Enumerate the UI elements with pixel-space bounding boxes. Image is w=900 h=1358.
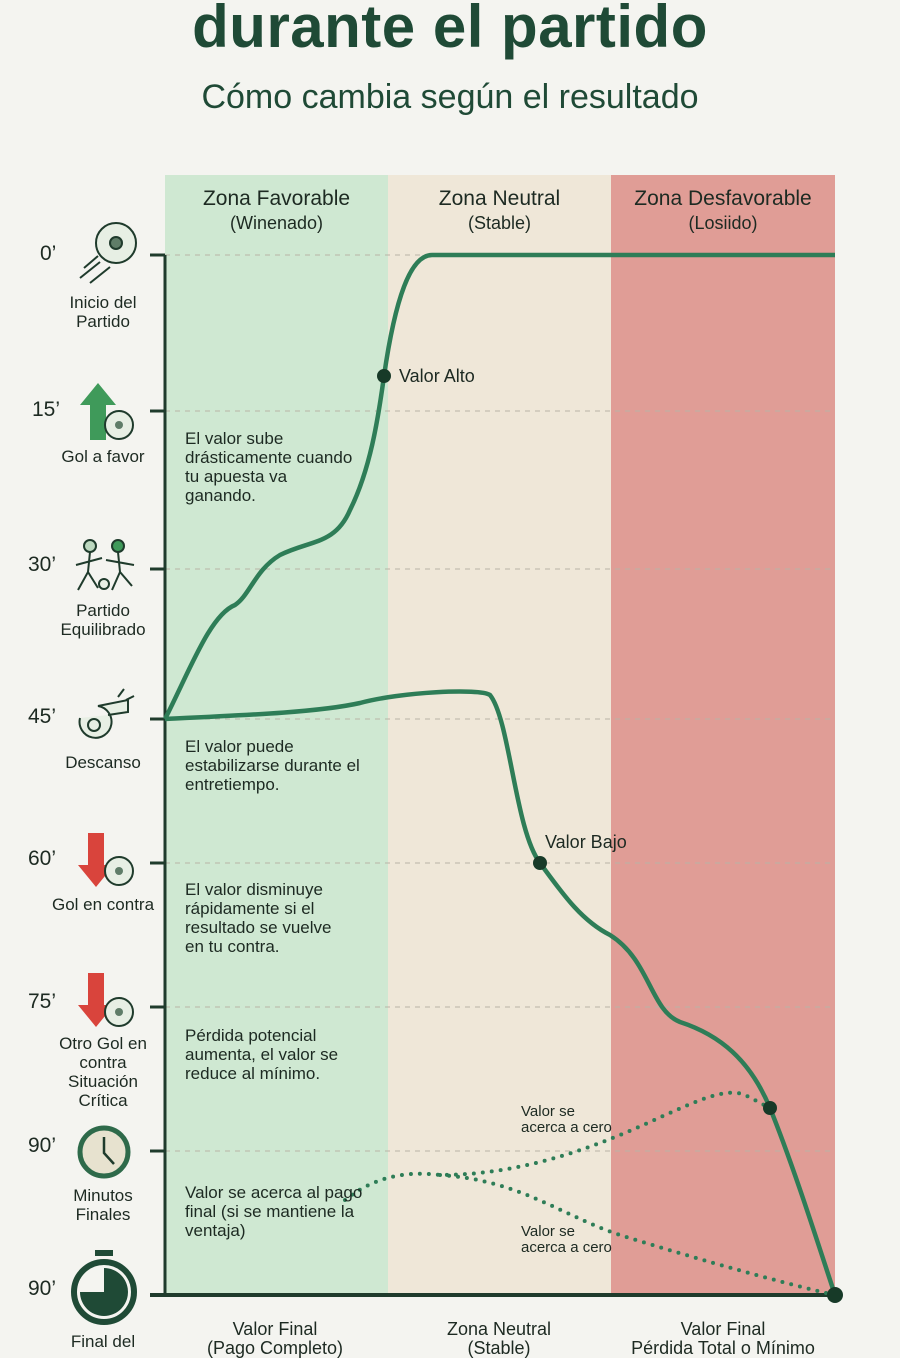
event-label: Final del bbox=[70, 1332, 136, 1351]
stopwatch-icon bbox=[71, 1250, 137, 1325]
zone-subtitle: (Losiido) bbox=[688, 213, 758, 233]
footer-line: Valor Final bbox=[680, 1319, 766, 1339]
tick-label: 15’ bbox=[32, 398, 61, 421]
tick-label: 75’ bbox=[28, 990, 57, 1013]
footer-label: Valor Final Pérdida Total o Mínimo bbox=[603, 1320, 843, 1358]
footer-line: (Pago Completo) bbox=[206, 1338, 344, 1358]
zone-unfavorable: Zona Desfavorable (Losiido) bbox=[611, 175, 835, 1295]
winning-value-line bbox=[162, 252, 835, 721]
zone-title: Zona Neutral bbox=[438, 187, 561, 210]
note-text: El valor puede estabilizarse durante el … bbox=[185, 737, 360, 794]
dotted-line-up bbox=[343, 1090, 772, 1202]
tick-label: 45’ bbox=[28, 705, 57, 728]
dotted-line-down bbox=[438, 1173, 837, 1297]
soccer-ball-kick-icon bbox=[79, 222, 137, 284]
whistle-icon bbox=[78, 688, 135, 739]
label-valor-bajo: Valor Bajo bbox=[545, 832, 627, 852]
zone-subtitle: (Stable) bbox=[467, 213, 532, 233]
zone-favorable: Zona Favorable (Winenado) bbox=[165, 175, 388, 1295]
point-final bbox=[827, 1287, 843, 1303]
footer-label: Valor Final (Pago Completo) bbox=[155, 1320, 395, 1358]
label-valor-alto: Valor Alto bbox=[399, 366, 475, 386]
point-valor-bajo bbox=[533, 856, 547, 870]
tick-label: 30’ bbox=[28, 553, 57, 576]
page-subtitle: Cómo cambia según el resultado bbox=[201, 78, 699, 116]
footer-line: Valor Final bbox=[232, 1319, 318, 1339]
zone-neutral: Zona Neutral (Stable) bbox=[388, 175, 611, 1295]
label-near-zero: Valor se acerca a cero bbox=[521, 1223, 612, 1256]
event-label: Partido Equilibrado bbox=[60, 601, 146, 639]
label-near-zero: Valor se acerca a cero bbox=[521, 1103, 612, 1136]
note-text: El valor sube drásticamente cuando tu ap… bbox=[185, 429, 353, 505]
zone-subtitle: (Winenado) bbox=[229, 213, 324, 233]
page-title: durante el partido bbox=[192, 0, 708, 60]
footer-label: Zona Neutral (Stable) bbox=[379, 1320, 619, 1358]
event-label: Minutos Finales bbox=[73, 1186, 133, 1224]
tick-label: 90’ bbox=[28, 1134, 57, 1157]
point-valor-alto bbox=[377, 369, 391, 383]
tick-label: 60’ bbox=[28, 847, 57, 870]
footer-line: Pérdida Total o Mínimo bbox=[631, 1338, 815, 1358]
footer-line: (Stable) bbox=[467, 1338, 531, 1358]
point-critical bbox=[763, 1101, 777, 1115]
clock-icon bbox=[77, 1125, 131, 1179]
event-label: Gol a favor bbox=[61, 447, 145, 466]
arrow-up-ball-icon bbox=[80, 383, 134, 440]
arrow-down-ball-icon bbox=[78, 973, 134, 1027]
event-label: Inicio del Partido bbox=[69, 293, 137, 331]
note-text: Pérdida potencial aumenta, el valor se r… bbox=[185, 1026, 339, 1083]
note-text: El valor disminuye rápidamente si el res… bbox=[185, 880, 332, 956]
event-label: Descanso bbox=[65, 753, 141, 772]
tick-label: 0’ bbox=[40, 242, 57, 265]
event-label: Otro Gol en contra Situación Crítica bbox=[59, 1034, 147, 1110]
zone-title: Zona Favorable bbox=[202, 187, 351, 210]
tick-label: 90’ bbox=[28, 1277, 57, 1300]
footer-line: Zona Neutral bbox=[446, 1319, 552, 1339]
arrow-down-ball-icon bbox=[78, 833, 134, 887]
zone-title: Zona Desfavorable bbox=[634, 187, 812, 210]
event-label: Gol en contra bbox=[51, 895, 155, 914]
note-text: Valor se acerca al pago final (si se man… bbox=[185, 1183, 363, 1240]
players-icon bbox=[75, 539, 135, 591]
